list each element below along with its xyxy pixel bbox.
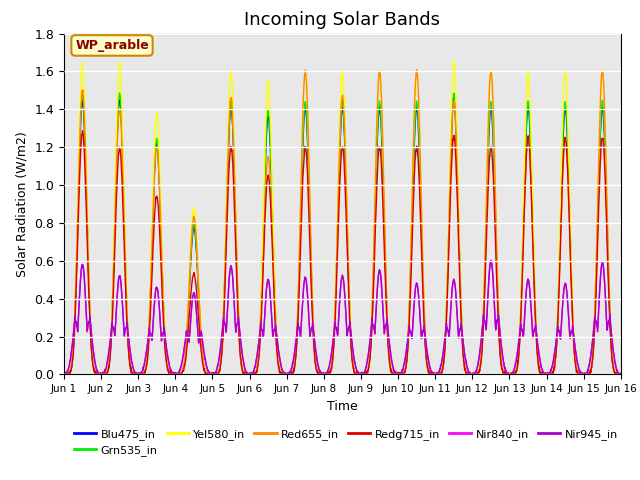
Redg715_in <box>216 368 223 374</box>
Redg715_in <box>79 128 86 133</box>
Nir945_in <box>617 371 625 377</box>
Text: WP_arable: WP_arable <box>75 39 149 52</box>
X-axis label: Time: Time <box>327 400 358 413</box>
Blu475_in <box>358 372 366 377</box>
Nir840_in <box>216 355 223 360</box>
Nir945_in <box>504 372 512 377</box>
Redg715_in <box>584 372 591 377</box>
Line: Grn535_in: Grn535_in <box>64 93 621 374</box>
Grn535_in <box>116 90 124 96</box>
Redg715_in <box>359 372 367 377</box>
Redg715_in <box>568 302 576 308</box>
Nir945_in <box>358 372 366 377</box>
Nir945_in <box>216 354 223 360</box>
Yel580_in <box>216 366 223 372</box>
Legend: Blu475_in, Grn535_in, Yel580_in, Red655_in, Redg715_in, Nir840_in, Nir945_in: Blu475_in, Grn535_in, Yel580_in, Red655_… <box>70 424 622 460</box>
Line: Nir945_in: Nir945_in <box>64 261 621 374</box>
Nir840_in <box>568 328 575 334</box>
Line: Yel580_in: Yel580_in <box>64 61 621 374</box>
Nir945_in <box>584 369 591 374</box>
Red655_in <box>413 67 420 72</box>
Redg715_in <box>371 238 379 244</box>
Red655_in <box>216 368 223 374</box>
Nir945_in <box>371 329 378 335</box>
Yel580_in <box>450 58 458 64</box>
Yel580_in <box>61 372 69 377</box>
Nir840_in <box>371 328 378 334</box>
Grn535_in <box>617 372 625 377</box>
Redg715_in <box>60 371 68 377</box>
Grn535_in <box>216 368 223 374</box>
Redg715_in <box>505 370 513 376</box>
Red655_in <box>568 297 575 303</box>
Redg715_in <box>617 371 625 376</box>
Line: Redg715_in: Redg715_in <box>64 131 621 374</box>
Yel580_in <box>359 370 367 376</box>
Nir945_in <box>60 372 68 377</box>
Blu475_in <box>371 234 378 240</box>
Red655_in <box>584 372 591 377</box>
Blu475_in <box>617 371 625 377</box>
Grn535_in <box>60 372 68 377</box>
Y-axis label: Solar Radiation (W/m2): Solar Radiation (W/m2) <box>16 131 29 277</box>
Blu475_in <box>60 372 68 377</box>
Nir945_in <box>568 327 575 333</box>
Yel580_in <box>584 371 591 376</box>
Blu475_in <box>216 368 223 374</box>
Yel580_in <box>505 372 513 377</box>
Red655_in <box>60 372 68 377</box>
Nir840_in <box>60 372 68 377</box>
Nir840_in <box>487 258 495 264</box>
Yel580_in <box>568 284 576 290</box>
Blu475_in <box>504 372 512 377</box>
Red655_in <box>371 216 378 222</box>
Yel580_in <box>371 205 379 211</box>
Nir840_in <box>617 372 625 377</box>
Redg715_in <box>61 372 68 377</box>
Grn535_in <box>359 372 367 377</box>
Grn535_in <box>584 372 591 377</box>
Nir840_in <box>584 369 591 375</box>
Grn535_in <box>504 371 512 376</box>
Yel580_in <box>617 372 625 377</box>
Title: Incoming Solar Bands: Incoming Solar Bands <box>244 11 440 29</box>
Red655_in <box>358 372 366 377</box>
Red655_in <box>504 372 512 377</box>
Line: Red655_in: Red655_in <box>64 70 621 374</box>
Blu475_in <box>584 371 591 377</box>
Line: Blu475_in: Blu475_in <box>64 98 621 374</box>
Blu475_in <box>568 288 575 294</box>
Red655_in <box>617 372 625 377</box>
Line: Nir840_in: Nir840_in <box>64 261 621 374</box>
Grn535_in <box>371 222 379 228</box>
Yel580_in <box>60 370 68 376</box>
Nir945_in <box>487 258 495 264</box>
Blu475_in <box>450 96 458 101</box>
Grn535_in <box>568 286 575 292</box>
Nir840_in <box>504 371 512 377</box>
Nir840_in <box>358 371 366 377</box>
